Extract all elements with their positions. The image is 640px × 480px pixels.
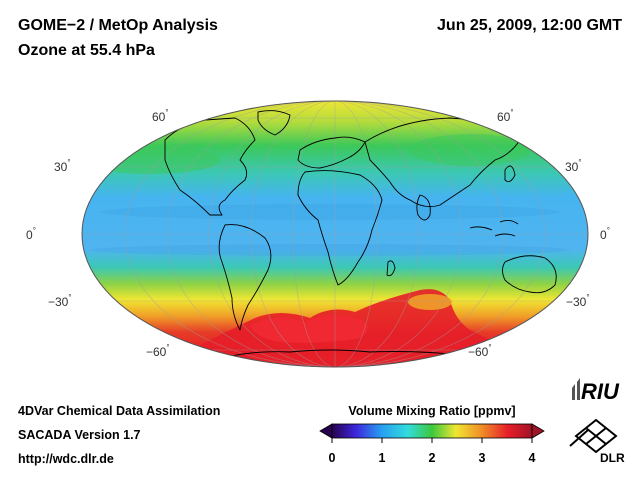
- colorbar-tick-1: 1: [378, 451, 386, 465]
- dlr-logo-icon: DLR: [569, 418, 625, 464]
- lat-label-left-minus60: −60°: [146, 343, 170, 359]
- footer-version: SACADA Version 1.7: [18, 428, 141, 442]
- colorbar-tick-4: 4: [528, 451, 536, 465]
- footer-method: 4DVar Chemical Data Assimilation: [18, 404, 221, 418]
- lat-label-right-30: 30°: [565, 158, 582, 174]
- title-line-2: Ozone at 55.4 hPa: [18, 42, 155, 59]
- footer-url[interactable]: http://wdc.dlr.de: [18, 452, 114, 466]
- lat-label-left-60: 60°: [152, 108, 169, 124]
- lat-label-right-minus60: −60°: [468, 343, 492, 359]
- colorbar-tick-2: 2: [428, 451, 436, 465]
- colorbar-tick-0: 0: [328, 451, 336, 465]
- analysis-datetime: Jun 25, 2009, 12:00 GMT: [437, 17, 622, 34]
- lat-label-right-minus30: −30°: [566, 293, 590, 309]
- title-line-1: GOME−2 / MetOp Analysis: [18, 17, 218, 34]
- lat-label-left-0: 0°: [26, 226, 36, 242]
- colorbar: [319, 423, 545, 443]
- riu-logo-icon: RIU: [572, 378, 620, 404]
- colorbar-tick-3: 3: [478, 451, 486, 465]
- dlr-logo-text: DLR: [600, 451, 625, 464]
- riu-logo-text: RIU: [581, 379, 620, 404]
- lat-label-left-30: 30°: [54, 158, 71, 174]
- lat-label-right-0: 0°: [600, 226, 610, 242]
- lat-label-right-60: 60°: [497, 108, 514, 124]
- coastlines: [164, 110, 557, 361]
- lat-label-left-minus30: −30°: [48, 293, 72, 309]
- colorbar-title: Volume Mixing Ratio [ppmv]: [348, 404, 516, 418]
